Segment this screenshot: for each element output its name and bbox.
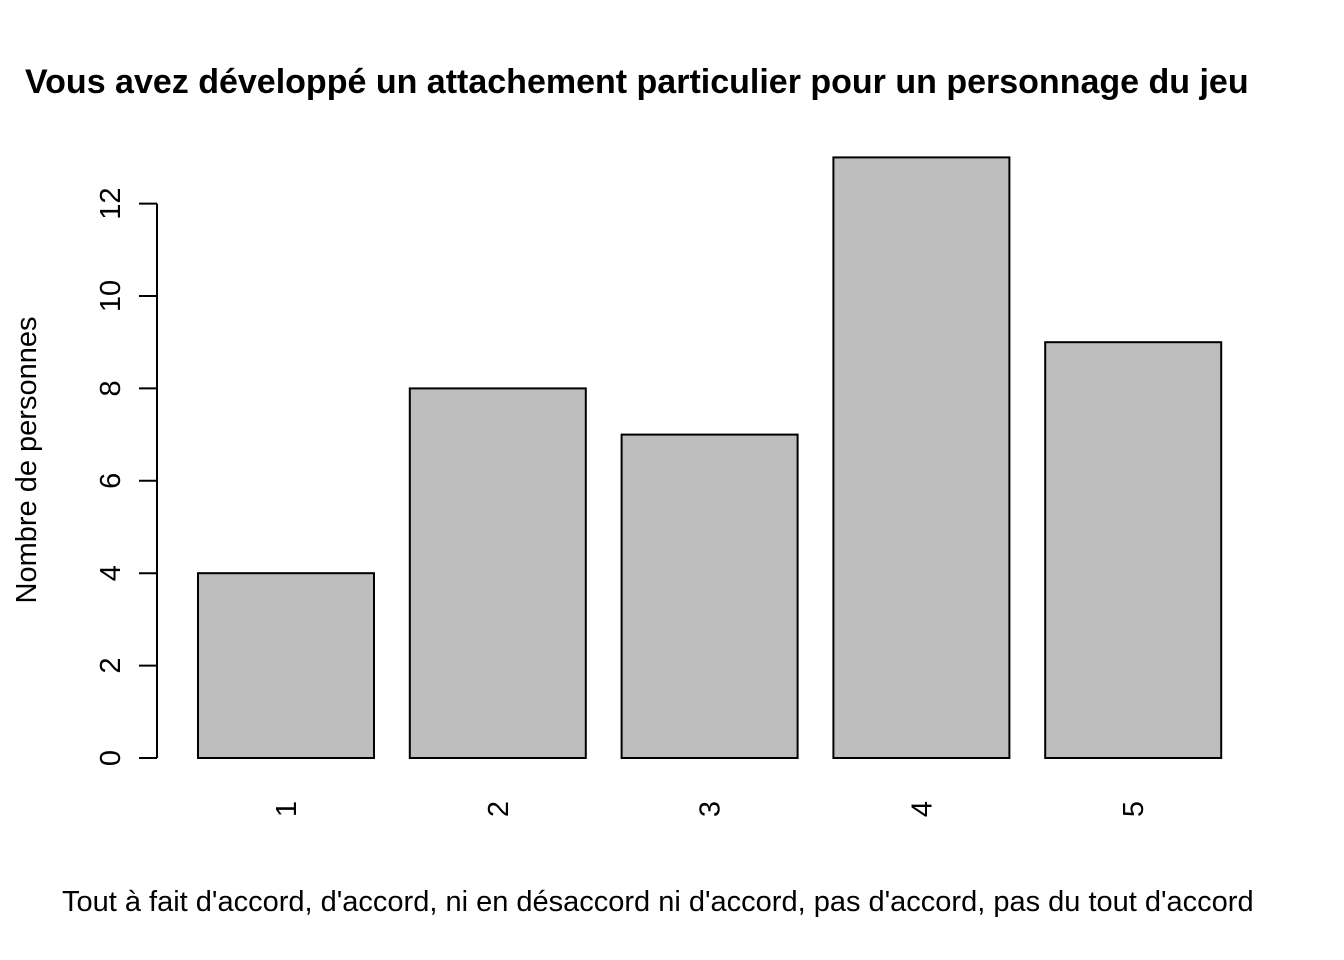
y-tick-label: 8: [95, 380, 127, 396]
x-tick-label: 3: [695, 801, 727, 817]
y-tick-label: 0: [95, 750, 127, 766]
x-tick-labels: 1 2 3 4 5: [271, 801, 1150, 817]
y-tick-label: 4: [95, 565, 127, 581]
x-axis-label: Tout à fait d'accord, d'accord, ni en dé…: [62, 886, 1254, 918]
y-tick-label: 2: [95, 658, 127, 674]
chart-title: Vous avez développé un attachement parti…: [25, 63, 1249, 101]
bar-4: [832, 156, 1011, 759]
bar-3: [620, 433, 799, 759]
bar-2: [408, 387, 587, 759]
y-tick-label: 10: [95, 280, 127, 312]
y-axis-label: Nombre de personnes: [11, 317, 43, 604]
y-tick-label: 6: [95, 473, 127, 489]
x-tick-label: 4: [906, 801, 938, 817]
x-tick-label: 5: [1118, 801, 1150, 817]
bar-1: [197, 572, 375, 760]
y-tick-label: 12: [95, 187, 127, 219]
x-tick-label: 1: [271, 801, 303, 817]
y-ticks: 0 2 4 6 8 10 12: [95, 187, 157, 766]
x-tick-label: 2: [483, 801, 515, 817]
bars: [197, 156, 1223, 760]
bar-5: [1044, 341, 1223, 759]
